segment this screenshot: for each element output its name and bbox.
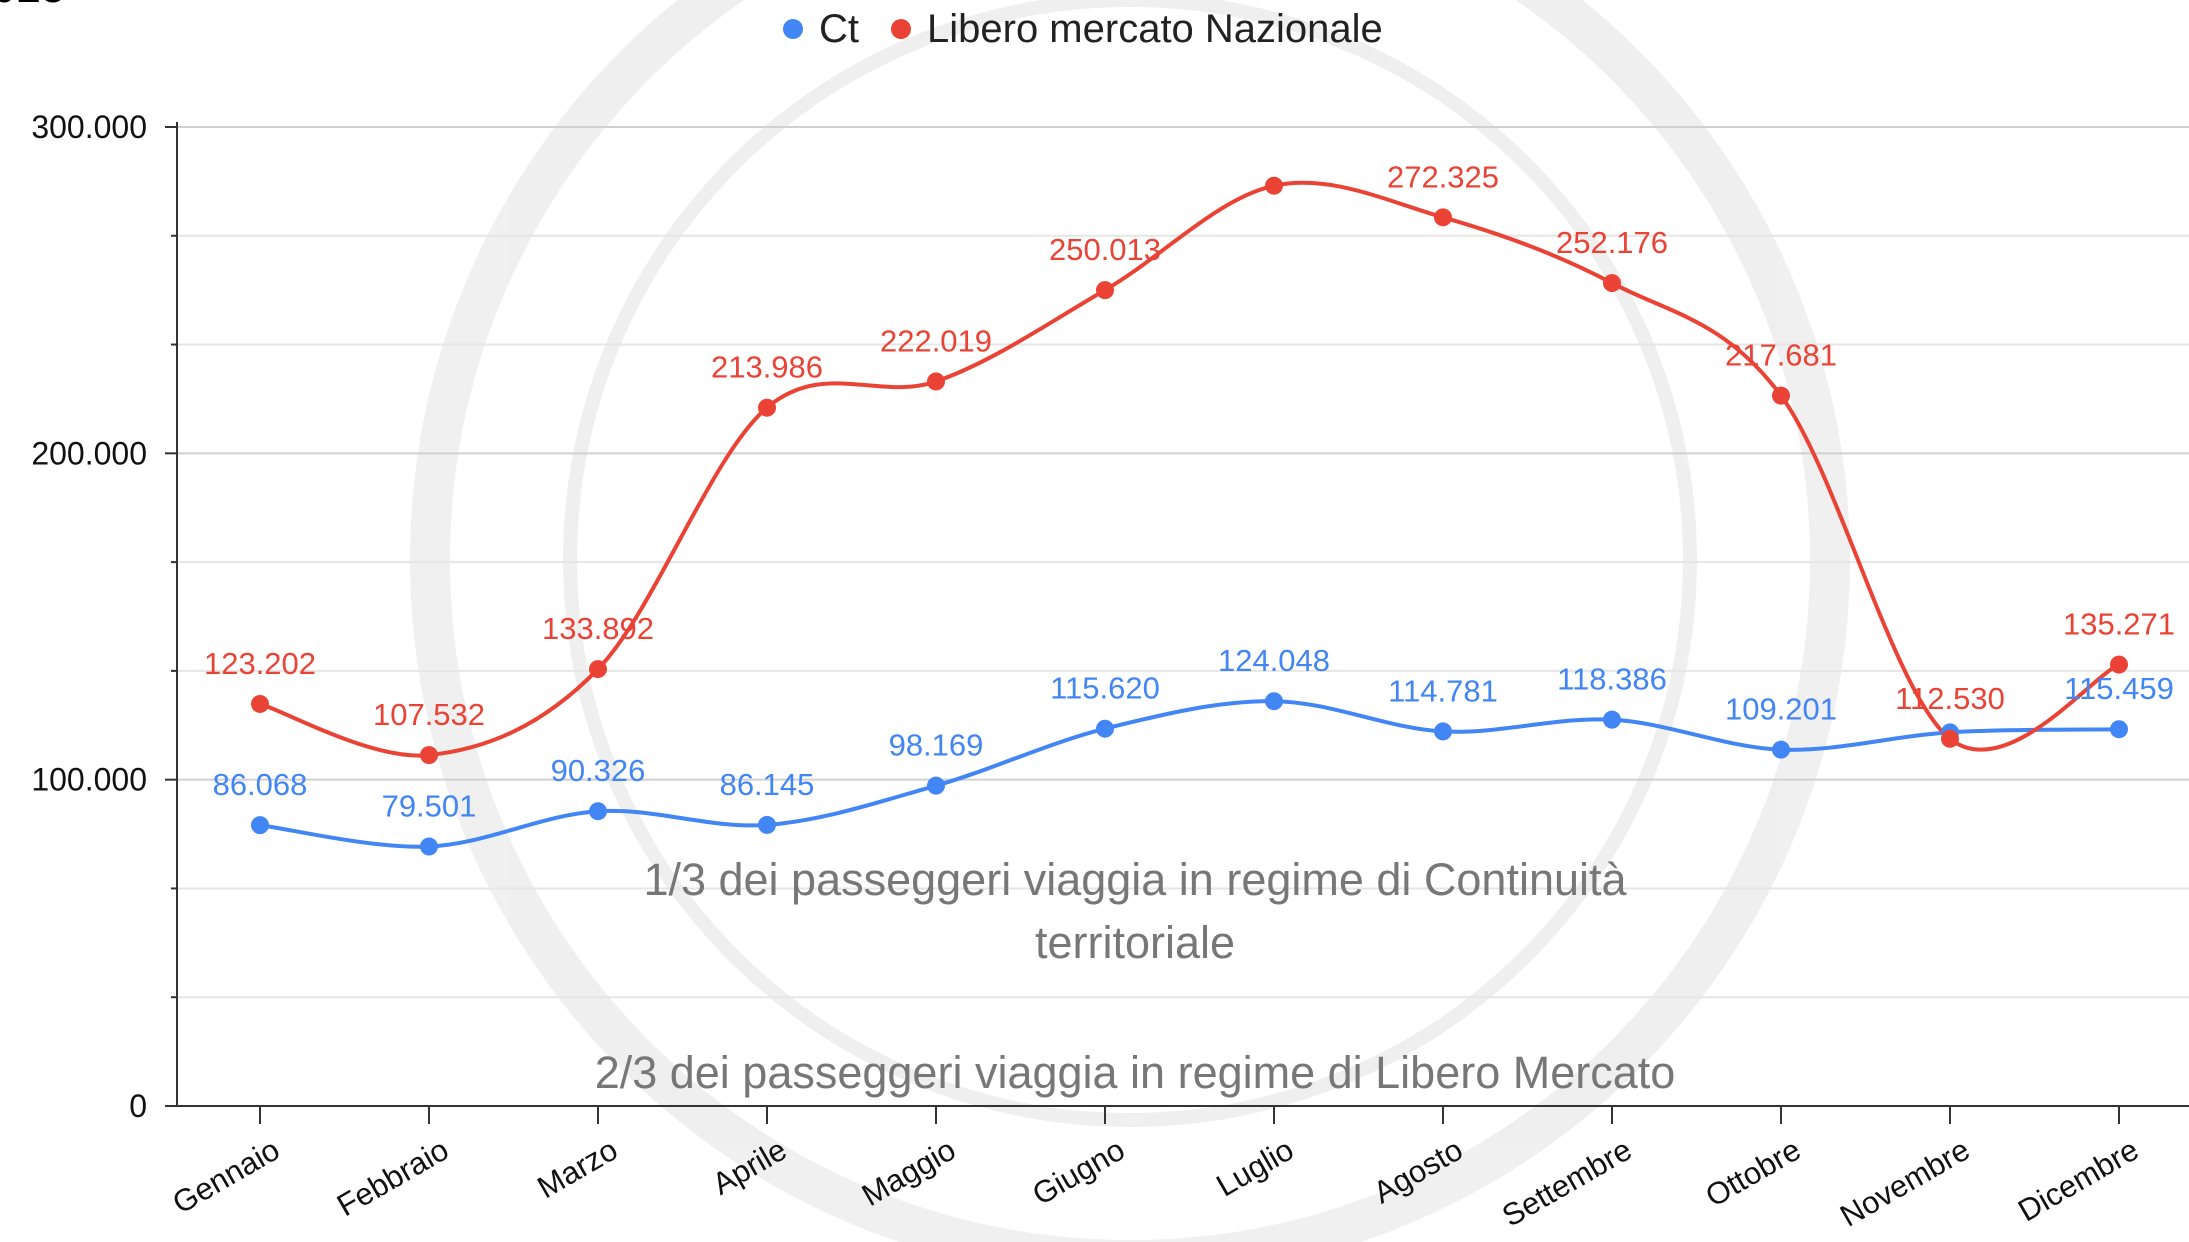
data-point (420, 746, 438, 765)
data-point (251, 816, 269, 835)
data-point (1096, 281, 1114, 300)
legend-marker (891, 19, 911, 39)
data-point (1096, 719, 1114, 738)
x-tick-label: Marzo (531, 1132, 623, 1205)
data-label: 90.326 (551, 753, 646, 788)
data-label: 86.145 (720, 767, 815, 802)
x-tick-label: Luglio (1210, 1132, 1299, 1204)
data-point (927, 372, 945, 391)
data-point (1434, 208, 1452, 227)
data-label: 79.501 (382, 789, 477, 824)
data-point (1265, 692, 1283, 711)
x-tick-label: Giugno (1026, 1132, 1130, 1212)
data-point (2110, 655, 2128, 674)
data-point (589, 660, 607, 679)
y-tick-label: 200.000 (31, 435, 147, 471)
data-point (758, 398, 776, 417)
data-point (1772, 386, 1790, 405)
data-label: 118.386 (1557, 662, 1667, 697)
data-point (589, 802, 607, 821)
data-point (1772, 740, 1790, 759)
data-label: 252.176 (1556, 225, 1668, 260)
data-point (927, 776, 945, 795)
x-tick-label: Febbraio (331, 1132, 454, 1223)
data-label: 115.459 (2064, 671, 2174, 706)
annotation: 2/3 dei passeggeri viaggia in regime di … (595, 1047, 1676, 1098)
data-point (758, 815, 776, 834)
data-label: 112.530 (1895, 681, 2005, 716)
annotation: territoriale (1035, 917, 1235, 968)
data-label: 123.202 (204, 646, 316, 681)
data-label: 217.681 (1725, 338, 1837, 373)
data-point (1941, 729, 1959, 748)
data-label: 222.019 (880, 323, 992, 358)
annotation: 1/3 dei passeggeri viaggia in regime di … (643, 854, 1627, 905)
data-point (1603, 710, 1621, 729)
data-label: 98.169 (889, 728, 984, 763)
data-label: 114.781 (1388, 673, 1498, 708)
data-point (1265, 176, 1283, 195)
data-point (251, 694, 269, 713)
data-point (420, 837, 438, 856)
x-tick-label: Novembre (1834, 1132, 1975, 1234)
x-tick-label: Maggio (856, 1132, 962, 1213)
data-label: 109.201 (1725, 692, 1837, 727)
data-point (1603, 274, 1621, 293)
y-tick-label: 300.000 (31, 109, 147, 145)
data-label: 272.325 (1387, 159, 1499, 194)
data-label: 124.048 (1218, 643, 1330, 678)
chart-title: 025 (0, 0, 65, 12)
y-tick-label: 0 (129, 1088, 147, 1124)
legend-label: Libero mercato Nazionale (927, 7, 1383, 51)
x-tick-label: Dicembre (2012, 1132, 2144, 1229)
watermark (410, 0, 1850, 1242)
data-label: 213.986 (711, 350, 823, 385)
legend-label: Ct (819, 7, 859, 51)
legend-marker (783, 19, 803, 39)
y-tick-label: 100.000 (31, 762, 147, 798)
data-point (1434, 722, 1452, 741)
x-tick-label: Ottobre (1699, 1132, 1806, 1214)
data-label: 86.068 (213, 767, 308, 802)
data-label: 115.620 (1050, 671, 1160, 706)
series-line (259, 699, 2120, 849)
data-label: 133.892 (542, 611, 654, 646)
data-label: 107.532 (373, 697, 485, 732)
data-label: 135.271 (2063, 607, 2175, 642)
x-tick-label: Gennaio (166, 1132, 285, 1221)
data-point (2110, 720, 2128, 739)
data-label: 250.013 (1049, 232, 1161, 267)
